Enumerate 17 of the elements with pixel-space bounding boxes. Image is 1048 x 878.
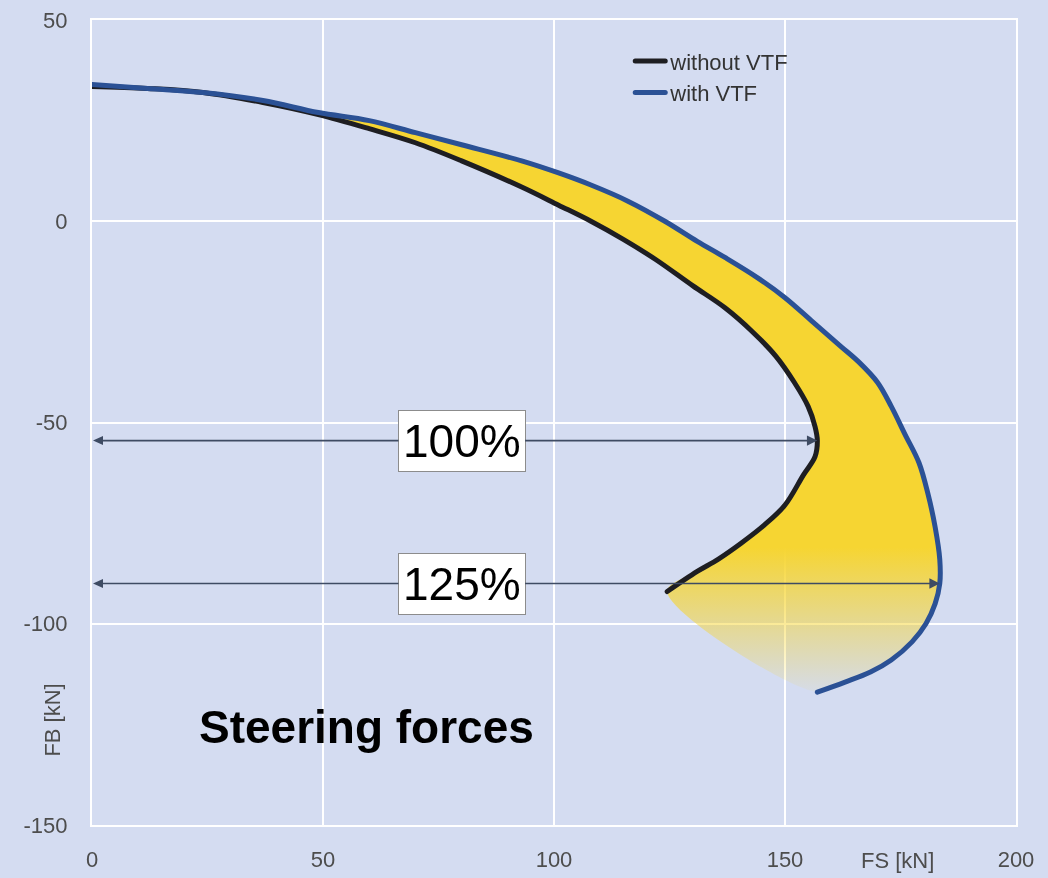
x-axis-title: FS [kN] bbox=[861, 848, 935, 873]
y-tick-label: 50 bbox=[43, 7, 68, 33]
annotation: 100% bbox=[403, 415, 521, 467]
x-tick-label: 50 bbox=[310, 847, 336, 873]
x-tick-label: 200 bbox=[997, 847, 1035, 873]
legend-label: without VTF bbox=[669, 49, 788, 75]
y-tick-label: -150 bbox=[23, 812, 68, 838]
annotation: 125% bbox=[403, 558, 521, 610]
y-tick-label: -50 bbox=[35, 410, 68, 436]
y-tick-label: 0 bbox=[55, 208, 68, 234]
x-tick-label: 150 bbox=[766, 847, 804, 873]
y-axis-title: FB [kN] bbox=[39, 683, 65, 757]
x-tick-label: 100 bbox=[535, 847, 573, 873]
text: Steering forces bbox=[198, 700, 534, 753]
legend-label: with VTF bbox=[669, 81, 758, 107]
y-tick-label: -100 bbox=[23, 611, 68, 637]
x-tick-label: 0 bbox=[85, 847, 99, 873]
